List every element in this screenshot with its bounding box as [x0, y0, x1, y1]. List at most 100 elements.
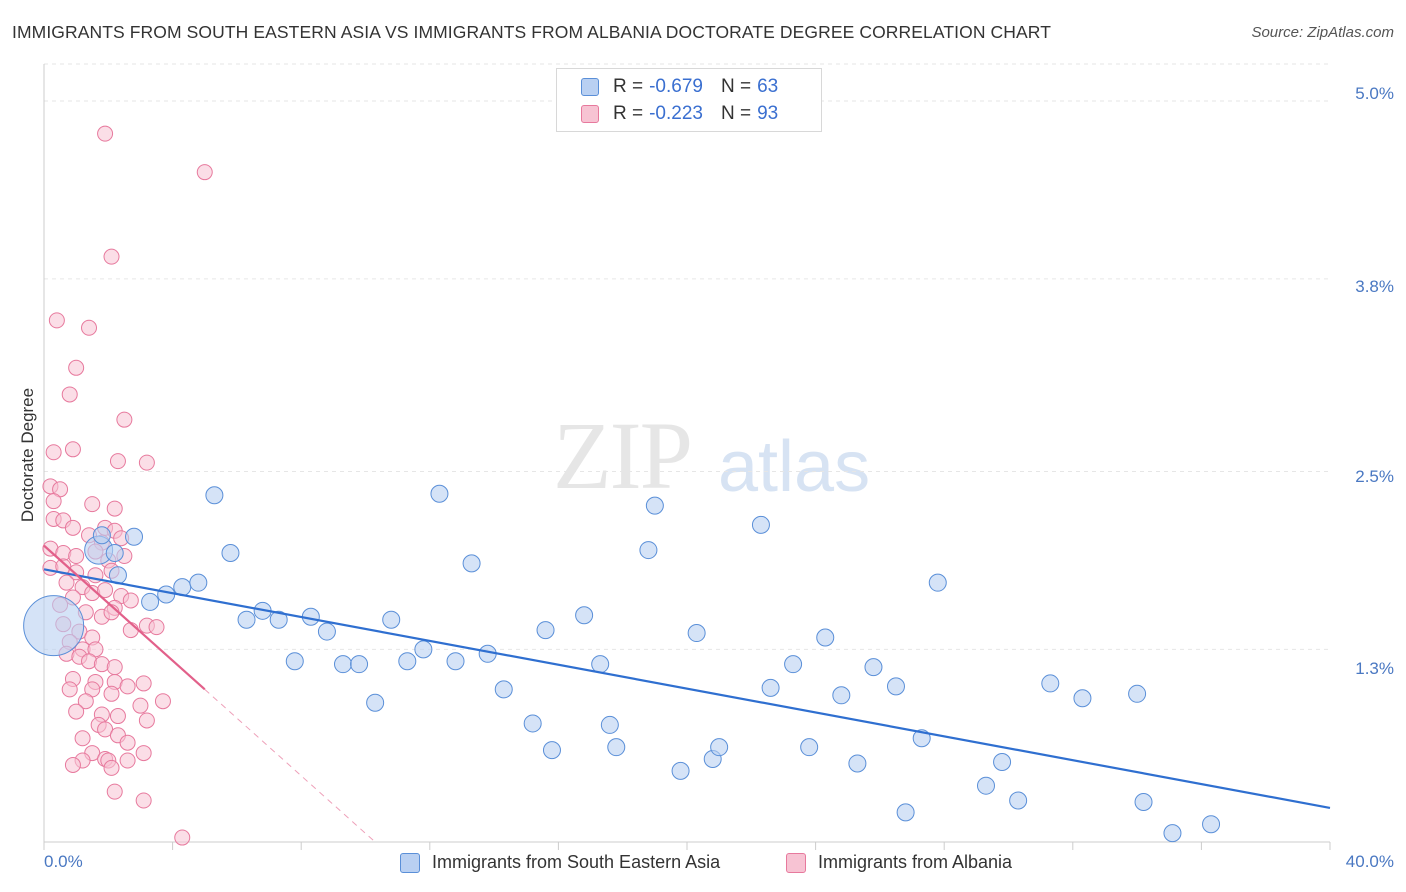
asia-point: [105, 544, 124, 563]
asia-point: [645, 496, 664, 515]
asia-point: [591, 655, 610, 674]
asia-point: [333, 655, 352, 674]
correlation-legend: R = -0.679 N = 63 R = -0.223 N = 93: [556, 68, 822, 132]
albania-point: [138, 712, 155, 729]
y-axis-label: Doctorate Degree: [18, 387, 37, 523]
albania-point: [132, 697, 149, 714]
asia-point: [800, 738, 819, 757]
albania-point: [135, 745, 152, 762]
asia-point: [446, 652, 465, 671]
asia-point: [687, 624, 706, 643]
albania-point: [122, 592, 139, 609]
y-tick-label-2-5: 2.5%: [1355, 467, 1394, 486]
asia-point: [430, 484, 449, 503]
asia-point: [784, 655, 803, 674]
albania-point: [103, 248, 120, 265]
legend-swatch-pink: [581, 105, 599, 123]
asia-point: [237, 610, 256, 629]
source-label: Source: ZipAtlas.com: [1251, 24, 1394, 41]
albania-point: [97, 125, 114, 142]
asia-point: [1202, 815, 1221, 834]
asia-point: [366, 693, 385, 712]
albania-point: [116, 411, 133, 428]
asia-point: [607, 738, 626, 757]
asia-point: [157, 585, 176, 604]
legend-r-value: -0.223: [649, 103, 703, 124]
series-swatch-blue: [400, 852, 420, 873]
asia-point: [816, 628, 835, 647]
asia-point: [710, 738, 729, 757]
asia-point: [751, 515, 770, 534]
asia-point: [575, 606, 594, 625]
asia-point: [285, 652, 304, 671]
albania-point: [48, 312, 65, 329]
albania-point: [106, 500, 123, 517]
watermark-zip: ZIP: [553, 402, 693, 509]
asia-point: [1009, 791, 1028, 810]
albania-point: [61, 386, 78, 403]
albania-point: [119, 752, 136, 769]
asia-point: [221, 544, 240, 563]
series-legend-albania: Immigrants from Albania: [786, 852, 1012, 873]
asia-point: [92, 526, 111, 545]
asia-point: [864, 658, 883, 677]
albania-point: [154, 693, 171, 710]
asia-point: [761, 678, 780, 697]
albania-point: [84, 496, 101, 513]
x-tick-label-max: 40.0%: [1345, 852, 1394, 871]
asia-point: [1163, 824, 1182, 843]
albania-point: [119, 734, 136, 751]
legend-n-label: N =: [720, 103, 752, 124]
asia-point: [494, 680, 513, 699]
asia-point: [542, 741, 561, 760]
albania-point: [81, 319, 98, 336]
albania-point: [64, 441, 81, 458]
albania-trend-line: [43, 544, 206, 691]
albania-point: [68, 703, 85, 720]
watermark-atlas: atlas: [718, 427, 871, 507]
albania-point: [148, 619, 165, 636]
asia-point: [928, 573, 947, 592]
albania-point: [103, 759, 120, 776]
albania-point: [58, 574, 75, 591]
legend-swatch-blue: [581, 78, 599, 96]
legend-r-value: -0.679: [649, 76, 703, 97]
y-tick-label-5-0: 5.0%: [1355, 84, 1394, 103]
albania-point: [61, 681, 78, 698]
legend-n-label: N =: [720, 76, 752, 97]
y-tick-label-1-3: 1.3%: [1355, 659, 1394, 678]
legend-r-label: R =: [613, 76, 644, 97]
series-label-albania: Immigrants from Albania: [818, 852, 1013, 872]
series-label-asia: Immigrants from South Eastern Asia: [432, 852, 721, 872]
asia-point: [382, 610, 401, 629]
asia-point: [848, 754, 867, 773]
asia-point: [1128, 684, 1147, 703]
series-legend-asia: Immigrants from South Eastern Asia: [400, 852, 720, 873]
albania-point: [109, 708, 126, 725]
albania-point: [74, 730, 91, 747]
albania-point: [138, 454, 155, 471]
series-swatch-pink: [786, 852, 806, 873]
asia-point: [976, 776, 995, 795]
asia-point: [269, 610, 288, 629]
asia-point: [23, 595, 85, 657]
albania-point: [45, 493, 62, 510]
asia-point: [205, 486, 224, 505]
asia-point: [141, 592, 160, 611]
legend-row-albania: R = -0.223 N = 93: [581, 102, 778, 126]
asia-point: [639, 541, 658, 560]
asia-point: [671, 761, 690, 780]
asia-point: [350, 655, 369, 674]
asia-point: [125, 527, 144, 546]
asia-point: [523, 714, 542, 733]
asia-point: [832, 686, 851, 705]
asia-point: [414, 640, 433, 659]
legend-n-value: 63: [757, 76, 779, 97]
asia-point: [398, 652, 417, 671]
albania-point: [103, 685, 120, 702]
albania-point: [109, 453, 126, 470]
albania-point: [122, 622, 139, 639]
asia-point: [1073, 689, 1092, 708]
albania-point: [106, 783, 123, 800]
